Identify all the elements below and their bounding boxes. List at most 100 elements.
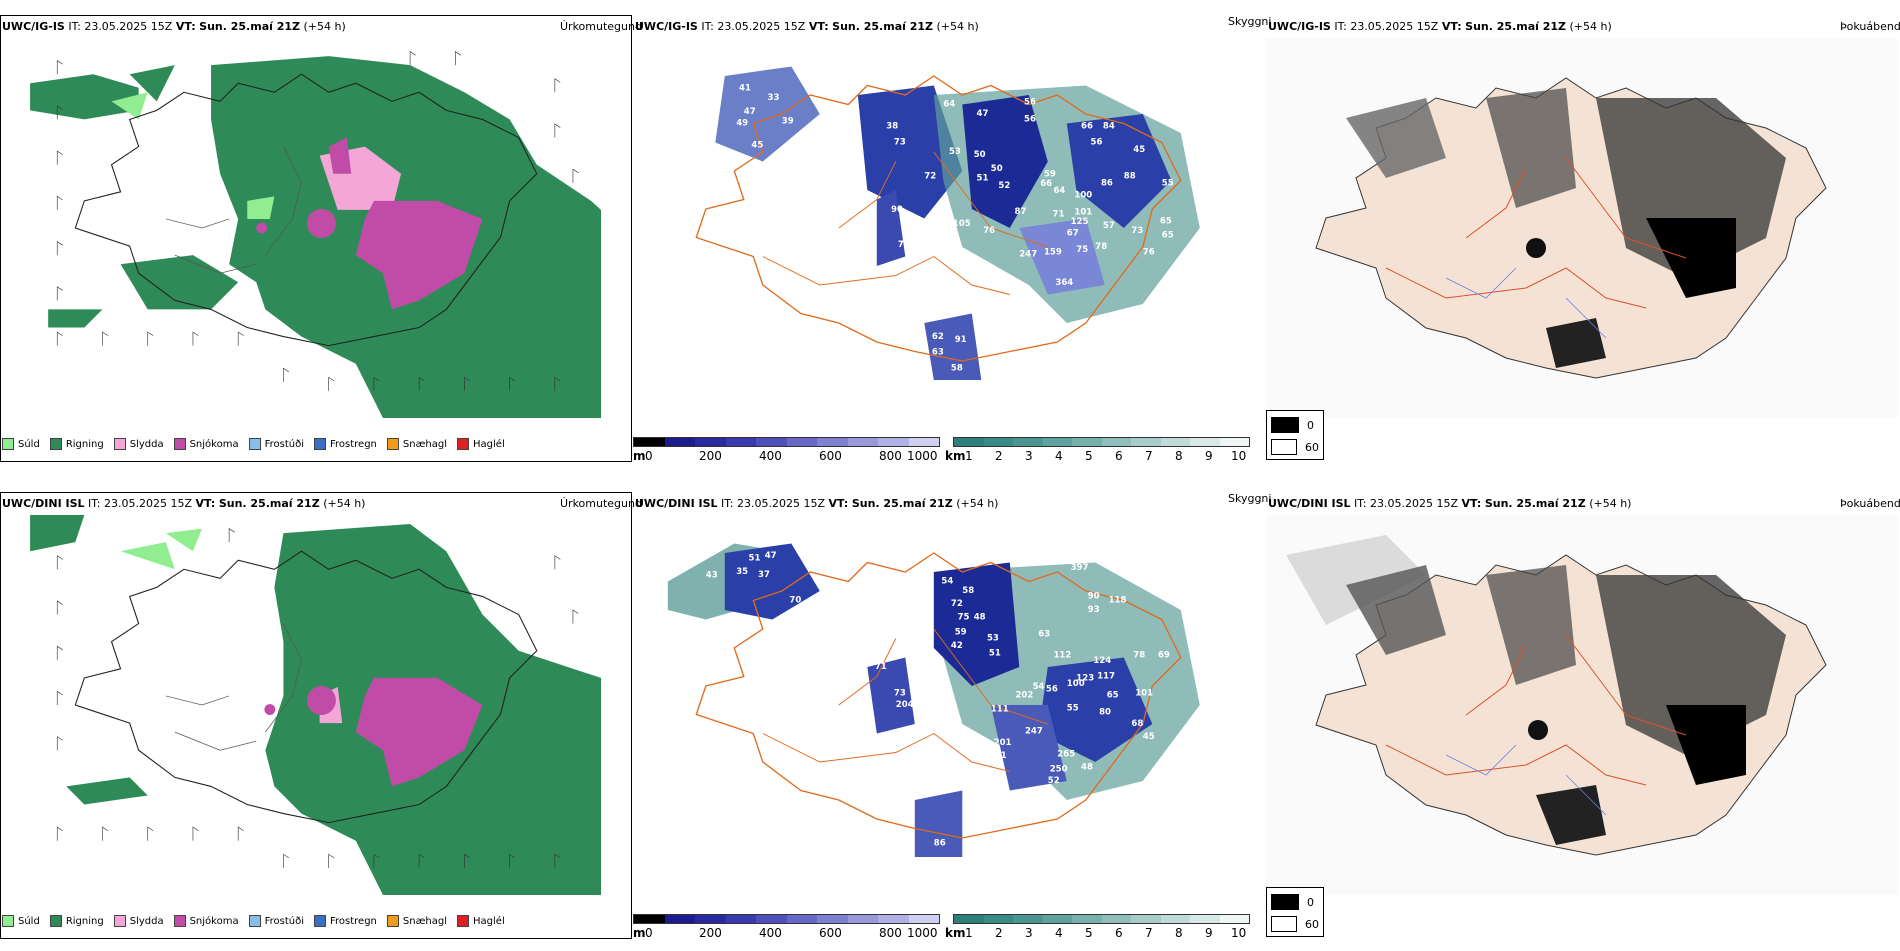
cloudbase-label: 202 xyxy=(1016,690,1034,700)
panel-title: Þokuábendi xyxy=(1840,20,1900,33)
valid-time: Sun. 25.maí 21Z xyxy=(199,20,301,33)
lead-time: (+54 h) xyxy=(936,20,979,33)
panel-header: UWC/DINI ISL IT: 23.05.2025 15Z VT: Sun.… xyxy=(2,497,365,510)
init-time: IT: 23.05.2025 15Z xyxy=(68,20,173,33)
valid-label: VT: xyxy=(175,20,196,33)
legend-item: Frostregn xyxy=(314,915,377,927)
height-tick: 600 xyxy=(819,926,842,940)
legend-label: Snjókoma xyxy=(189,915,239,927)
legend-item: Slydda xyxy=(113,915,164,927)
visibility-tick: 9 xyxy=(1205,926,1213,940)
fog-legend-swatch-black xyxy=(1271,894,1299,910)
legend-label: Frostregn xyxy=(330,438,377,450)
legend-item: Súld xyxy=(2,438,40,450)
legend-swatch-freezing-drizzle xyxy=(248,915,261,927)
valid-time: Sun. 25.maí 21Z xyxy=(1465,20,1567,33)
fog-panel-bottom: UWC/DINI ISL IT: 23.05.2025 15Z VT: Sun.… xyxy=(1266,477,1900,951)
cloudbase-label: 86 xyxy=(1101,178,1113,188)
visibility-tick: 1 xyxy=(965,449,973,463)
legend-label: Snjókoma xyxy=(189,438,239,450)
visibility-tick: 8 xyxy=(1175,449,1183,463)
cloudbase-label: 159 xyxy=(1044,248,1062,258)
height-tick: 0 xyxy=(645,449,653,463)
legend-swatch-hail xyxy=(457,438,470,450)
cloudbase-label: 48 xyxy=(974,613,986,623)
height-tick: 200 xyxy=(699,926,722,940)
cloudbase-label: 65 xyxy=(1162,231,1174,241)
cloudbase-label: 48 xyxy=(1081,763,1093,773)
precip-legend: Súld Rigning Slydda Snjókoma Frostúði Fr… xyxy=(2,438,505,450)
cloudbase-label: 64 xyxy=(943,99,955,109)
init-time: IT: 23.05.2025 15Z xyxy=(721,497,826,510)
height-tick: 0 xyxy=(645,926,653,940)
legend-swatch-freezing-rain xyxy=(314,915,326,927)
visibility-tick: 5 xyxy=(1085,926,1093,940)
panel-header: UWC/IG-IS IT: 23.05.2025 15Z VT: Sun. 25… xyxy=(635,20,979,33)
cloudbase-label: 88 xyxy=(1124,172,1136,182)
cloudbase-label: 397 xyxy=(1071,563,1089,573)
cloudbase-label: 70 xyxy=(789,595,801,605)
valid-label: VT: xyxy=(828,497,849,510)
cloudbase-label: 51 xyxy=(977,174,989,184)
cloudbase-label: 90 xyxy=(891,205,903,215)
visibility-tick: 7 xyxy=(1145,926,1153,940)
cloudbase-label: 112 xyxy=(1054,651,1072,661)
visibility-tick: 6 xyxy=(1115,926,1123,940)
cloudbase-label: 42 xyxy=(951,641,963,651)
cloudbase-label: 62 xyxy=(932,332,944,342)
valid-label: VT: xyxy=(1461,497,1482,510)
cloudbase-label: 45 xyxy=(751,140,763,150)
cloudbase-label: 72 xyxy=(924,172,936,182)
panel-title: Úrkomutegund xyxy=(560,497,642,510)
cloudbase-label: 71 xyxy=(1053,210,1065,220)
fog-legend-label: 60 xyxy=(1305,440,1319,454)
visibility-tick: 8 xyxy=(1175,926,1183,940)
cloudbase-label: 56 xyxy=(1024,98,1036,108)
cloudbase-label: 68 xyxy=(1131,719,1143,729)
visibility-tick: 3 xyxy=(1025,926,1033,940)
cloudbase-panel-bottom: UWC/DINI ISL IT: 23.05.2025 15Z VT: Sun.… xyxy=(633,477,1271,951)
height-tick: 600 xyxy=(819,449,842,463)
legend-label: Slydda xyxy=(129,438,164,450)
cloudbase-label: 75 xyxy=(958,613,970,623)
legend-swatch-drizzle xyxy=(2,915,14,927)
legend-label: Haglél xyxy=(473,438,505,450)
fog-legend-swatch-white xyxy=(1271,439,1297,455)
cloudbase-label: 100 xyxy=(1074,191,1092,201)
fog-legend-label: 0 xyxy=(1307,418,1314,432)
cloudbase-label: 41 xyxy=(739,83,751,93)
visibility-tick: 9 xyxy=(1205,449,1213,463)
height-colorbar: m 0 200 400 600 800 1000 xyxy=(633,913,943,945)
cloudbase-label: 201 xyxy=(994,738,1012,748)
height-unit: m xyxy=(633,926,646,940)
cloudbase-label: 78 xyxy=(1133,651,1145,661)
cloudbase-label: 54 xyxy=(1033,682,1045,692)
cloudbase-label: 111 xyxy=(991,705,1009,715)
legend-swatch-drizzle xyxy=(2,438,14,450)
fog-legend: 0 60 xyxy=(1266,887,1324,937)
legend-label: Rigning xyxy=(65,915,104,927)
cloudbase-label: 56 xyxy=(1091,137,1103,147)
cloudbase-label: 76 xyxy=(983,226,995,236)
legend-item: Snæhagl xyxy=(386,438,448,450)
cloudbase-label: 93 xyxy=(1088,605,1100,615)
fog-legend-row: 60 xyxy=(1271,916,1319,932)
height-tick: 400 xyxy=(759,926,782,940)
legend-label: Snæhagl xyxy=(402,438,448,450)
legend-label: Frostregn xyxy=(330,915,377,927)
precip-map xyxy=(30,38,602,418)
cloudbase-label: 481 xyxy=(989,751,1007,761)
height-colorbar-scale xyxy=(633,914,940,924)
cloudbase-label: 50 xyxy=(991,164,1003,174)
cloudbase-label: 100 xyxy=(1067,679,1085,689)
panel-frame xyxy=(0,492,632,939)
cloudbase-label: 54 xyxy=(941,576,953,586)
visibility-colorbar-scale xyxy=(953,914,1250,924)
cloudbase-label: 53 xyxy=(987,633,999,643)
cloudbase-label: 59 xyxy=(955,628,967,638)
cloudbase-label: 56 xyxy=(1024,115,1036,125)
cloudbase-label: 66 xyxy=(1040,179,1052,189)
legend-item: Frostúði xyxy=(248,915,304,927)
init-time: IT: 23.05.2025 15Z xyxy=(1334,20,1439,33)
model-name: UWC/DINI ISL xyxy=(635,497,718,510)
